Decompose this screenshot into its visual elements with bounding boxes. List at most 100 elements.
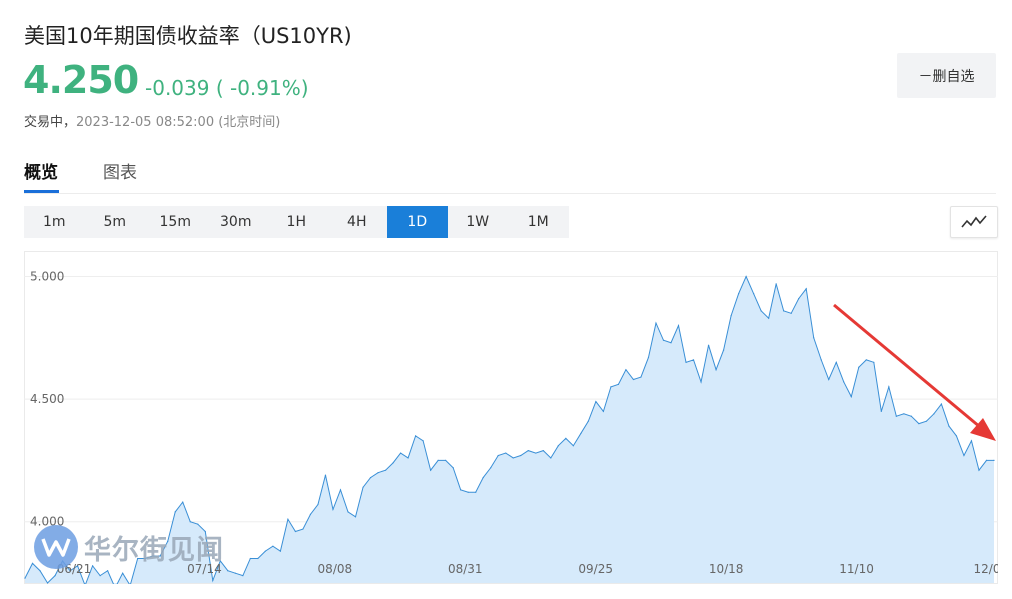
status-label: 交易中，	[24, 115, 77, 130]
interval-1h[interactable]: 1H	[286, 214, 306, 230]
data-point	[452, 467, 454, 469]
data-point	[219, 560, 221, 562]
data-point	[910, 415, 912, 417]
data-point	[670, 342, 672, 344]
data-point	[512, 457, 514, 459]
data-point	[610, 386, 612, 388]
data-point	[738, 293, 740, 295]
data-point	[632, 378, 635, 381]
interval-1d[interactable]: 1D	[387, 206, 448, 238]
data-point	[557, 445, 559, 447]
data-point	[399, 452, 402, 454]
data-point	[640, 376, 642, 378]
interval-30m[interactable]: 30m	[220, 214, 252, 230]
y-tick-label: 4.500	[30, 392, 64, 406]
data-point	[159, 555, 161, 557]
data-point	[122, 572, 124, 574]
watermark-text: 华尔街见闻	[84, 534, 224, 566]
data-point	[940, 403, 943, 405]
tab-chart[interactable]: 图表	[103, 163, 137, 183]
data-point	[467, 491, 469, 493]
interval-5m[interactable]: 5m	[103, 214, 127, 230]
data-point	[647, 356, 650, 359]
data-point	[925, 420, 928, 422]
data-point	[384, 469, 387, 471]
data-point	[550, 457, 552, 459]
data-point	[963, 454, 965, 457]
data-point	[324, 474, 327, 476]
arrow-head	[970, 418, 996, 441]
arrow-shaft	[833, 303, 981, 429]
data-point	[768, 317, 770, 319]
x-tick-label: 09/25	[578, 562, 613, 576]
tab-overview[interactable]: 概览	[24, 163, 58, 183]
data-point	[174, 511, 176, 513]
interval-15m[interactable]: 15m	[159, 214, 191, 230]
data-point	[430, 469, 432, 471]
data-point	[580, 432, 582, 435]
timestamp: 2023-12-05 08:52:00 (北京时间)	[76, 115, 281, 130]
data-point	[813, 337, 815, 339]
data-point	[332, 508, 334, 511]
interval-1w[interactable]: 1W	[466, 214, 490, 230]
data-point	[835, 361, 837, 363]
data-point	[339, 489, 342, 491]
data-point	[895, 415, 897, 417]
page-title: 美国10年期国债收益率（US10YR)	[24, 24, 352, 48]
data-point	[790, 312, 792, 314]
data-point	[249, 557, 251, 560]
data-point	[24, 577, 26, 579]
data-point	[197, 523, 199, 525]
data-point	[107, 570, 109, 572]
data-point	[189, 521, 191, 523]
chart-type-button[interactable]	[950, 206, 998, 238]
data-point	[918, 423, 920, 425]
trend-arrow-annotation	[833, 303, 996, 441]
data-point	[820, 359, 822, 361]
data-point	[617, 383, 620, 385]
interval-1mo[interactable]: 1M	[527, 214, 549, 230]
data-point	[933, 413, 935, 415]
data-point	[798, 297, 800, 300]
price-change: -0.039 ( -0.91%)	[145, 76, 309, 100]
data-point	[970, 440, 973, 442]
data-point	[54, 575, 56, 577]
data-point	[775, 283, 777, 285]
data-point	[264, 550, 266, 552]
data-point	[505, 452, 507, 454]
data-point	[490, 467, 492, 469]
data-point	[993, 459, 995, 462]
data-point	[655, 322, 657, 324]
x-tick-label: 12/0	[974, 562, 998, 576]
data-point	[955, 435, 958, 437]
x-tick-label: 11/10	[839, 562, 874, 576]
x-tick-label: 07/14	[187, 562, 222, 576]
data-point	[362, 486, 364, 488]
data-point	[482, 476, 484, 479]
data-point	[445, 459, 447, 462]
chart-canvas: 06/21 07/14 08/08 08/31 09/25 10/18 11/10 12/0 …	[24, 251, 1000, 590]
data-point	[204, 530, 206, 533]
data-point	[460, 489, 462, 491]
data-point	[527, 450, 529, 452]
interval-1m[interactable]: 1m	[42, 214, 66, 230]
data-point	[520, 454, 522, 457]
trading-status: 交易中，2023-12-05 08:52:00 (北京时间)	[24, 111, 280, 130]
data-point	[805, 288, 807, 290]
data-point	[475, 491, 477, 493]
data-point	[873, 361, 875, 363]
price-chart[interactable]: 06/21 07/14 08/08 08/31 09/25 10/18 11/10 12/0 …	[24, 251, 1000, 590]
data-point	[850, 396, 852, 398]
data-point	[257, 557, 259, 560]
data-point	[722, 349, 725, 351]
data-point	[354, 516, 357, 518]
remove-favorite-button[interactable]: －删自选	[897, 53, 996, 98]
data-point	[152, 555, 154, 557]
data-point	[227, 570, 229, 572]
data-point	[978, 469, 980, 471]
data-point	[880, 410, 882, 412]
interval-4h[interactable]: 4H	[347, 214, 367, 230]
series-area	[25, 276, 994, 588]
data-point	[46, 582, 49, 584]
data-point	[745, 275, 747, 278]
